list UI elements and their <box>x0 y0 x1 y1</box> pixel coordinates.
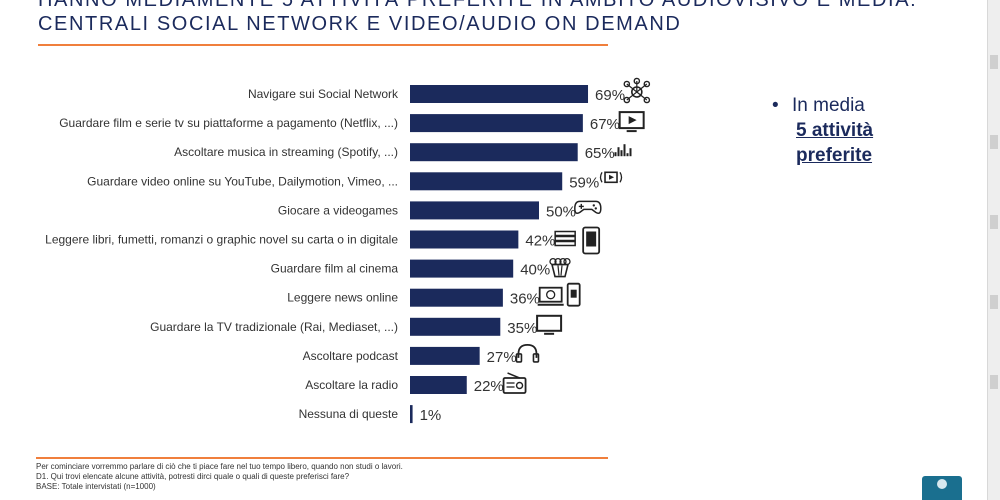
value-label: 35% <box>507 320 537 337</box>
value-label: 42% <box>525 233 555 250</box>
logo-dot <box>937 479 947 489</box>
category-label: Guardare la TV tradizionale (Rai, Medias… <box>150 320 398 334</box>
side-bullet: • <box>772 95 779 116</box>
bar <box>410 230 519 249</box>
category-label: Guardare film e serie tv su piattaforme … <box>59 116 398 130</box>
footer-divider <box>36 457 608 459</box>
title-line-1: HANNO MEDIAMENTE 5 ATTIVITÀ PREFERITE IN… <box>38 0 918 11</box>
side-note-line3: preferite <box>796 145 873 166</box>
books-tablet-icon <box>554 226 601 255</box>
category-label: Nessuna di queste <box>299 407 399 421</box>
value-label: 50% <box>546 203 576 220</box>
footnote-line1: Per cominciare vorremmo parlare di ciò c… <box>36 462 403 471</box>
bar <box>410 376 467 394</box>
footnote-line2: D1. Qui trovi elencate alcune attività, … <box>36 472 350 481</box>
value-label: 67% <box>590 116 620 133</box>
scroll-marker <box>990 215 998 229</box>
network-icon <box>623 77 651 104</box>
scroll-marker <box>990 375 998 389</box>
value-label: 27% <box>487 349 517 366</box>
bar <box>410 346 480 365</box>
bar <box>410 114 583 133</box>
brand-logo <box>922 476 962 500</box>
bar <box>410 288 503 307</box>
side-note-line1: In media <box>792 95 865 116</box>
value-label: 69% <box>595 87 625 104</box>
gamepad-icon <box>574 200 602 215</box>
bar-chart: Navigare sui Social Network 69% Guardare f… <box>45 77 651 424</box>
category-label: Ascoltare musica in streaming (Spotify, … <box>174 145 398 159</box>
headphones-icon <box>515 343 540 363</box>
side-note: • In media 5 attività preferite <box>772 93 873 168</box>
laptop-phone-icon <box>537 282 581 307</box>
category-label: Leggere news online <box>287 291 398 305</box>
streaming-video-icon <box>599 171 623 184</box>
bar <box>410 405 413 424</box>
bar <box>410 85 589 103</box>
bar <box>410 317 501 336</box>
category-label: Leggere libri, fumetti, romanzi o graphi… <box>45 233 398 247</box>
category-label: Giocare a videogames <box>278 203 398 217</box>
footnote-line3: BASE: Totale intervistati (n=1000) <box>36 482 156 491</box>
page-title: HANNO MEDIAMENTE 5 ATTIVITÀ PREFERITE IN… <box>38 0 917 36</box>
title-line-2: CENTRALI SOCIAL NETWORK E VIDEO/AUDIO ON… <box>38 13 682 35</box>
category-label: Guardare film al cinema <box>271 262 399 276</box>
value-label: 1% <box>420 407 442 424</box>
category-label: Ascoltare podcast <box>303 349 399 363</box>
scroll-marker <box>990 55 998 69</box>
title-divider <box>38 44 608 46</box>
category-label: Guardare video online su YouTube, Dailym… <box>87 174 398 188</box>
tv-icon <box>536 314 563 335</box>
bar <box>410 259 514 278</box>
bar <box>410 172 563 191</box>
value-label: 59% <box>569 174 599 191</box>
footnote: Per cominciare vorremmo parlare di ciò c… <box>36 462 403 492</box>
vertical-scrollbar[interactable] <box>987 0 1000 500</box>
scroll-marker <box>990 135 998 149</box>
bar <box>410 143 578 162</box>
bar <box>410 201 539 220</box>
radio-icon <box>502 372 527 394</box>
value-label: 22% <box>474 378 504 395</box>
value-label: 36% <box>510 291 540 308</box>
category-label: Ascoltare la radio <box>305 378 398 392</box>
category-label: Navigare sui Social Network <box>248 87 399 101</box>
value-label: 65% <box>585 145 615 162</box>
popcorn-icon <box>549 257 571 278</box>
equalizer-icon <box>614 144 632 157</box>
side-note-line2: 5 attività <box>796 120 874 141</box>
tv-play-icon <box>618 111 645 133</box>
scroll-marker <box>990 295 998 309</box>
value-label: 40% <box>520 262 550 279</box>
